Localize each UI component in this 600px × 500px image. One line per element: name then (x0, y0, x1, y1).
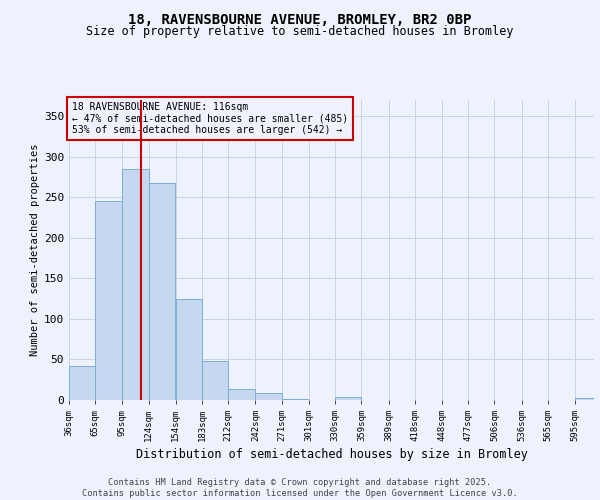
Bar (575, 398, 600, 400)
X-axis label: Distribution of semi-detached houses by size in Bromley: Distribution of semi-detached houses by … (136, 448, 527, 461)
Text: 18, RAVENSBOURNE AVENUE, BROMLEY, BR2 0BP: 18, RAVENSBOURNE AVENUE, BROMLEY, BR2 0B… (128, 12, 472, 26)
Bar (202, 361, 229, 400)
Bar (149, 182, 175, 400)
Bar (335, 397, 361, 400)
Text: 18 RAVENSBOURNE AVENUE: 116sqm
← 47% of semi-detached houses are smaller (485)
5: 18 RAVENSBOURNE AVENUE: 116sqm ← 47% of … (71, 102, 348, 134)
Bar (282, 399, 308, 400)
Text: Contains HM Land Registry data © Crown copyright and database right 2025.
Contai: Contains HM Land Registry data © Crown c… (82, 478, 518, 498)
Bar (176, 298, 202, 400)
Bar (95, 202, 121, 400)
Bar (122, 169, 149, 400)
Y-axis label: Number of semi-detached properties: Number of semi-detached properties (30, 144, 40, 356)
Text: Size of property relative to semi-detached houses in Bromley: Size of property relative to semi-detach… (86, 25, 514, 38)
Bar (229, 388, 254, 400)
Bar (69, 366, 95, 400)
Bar (256, 392, 282, 400)
